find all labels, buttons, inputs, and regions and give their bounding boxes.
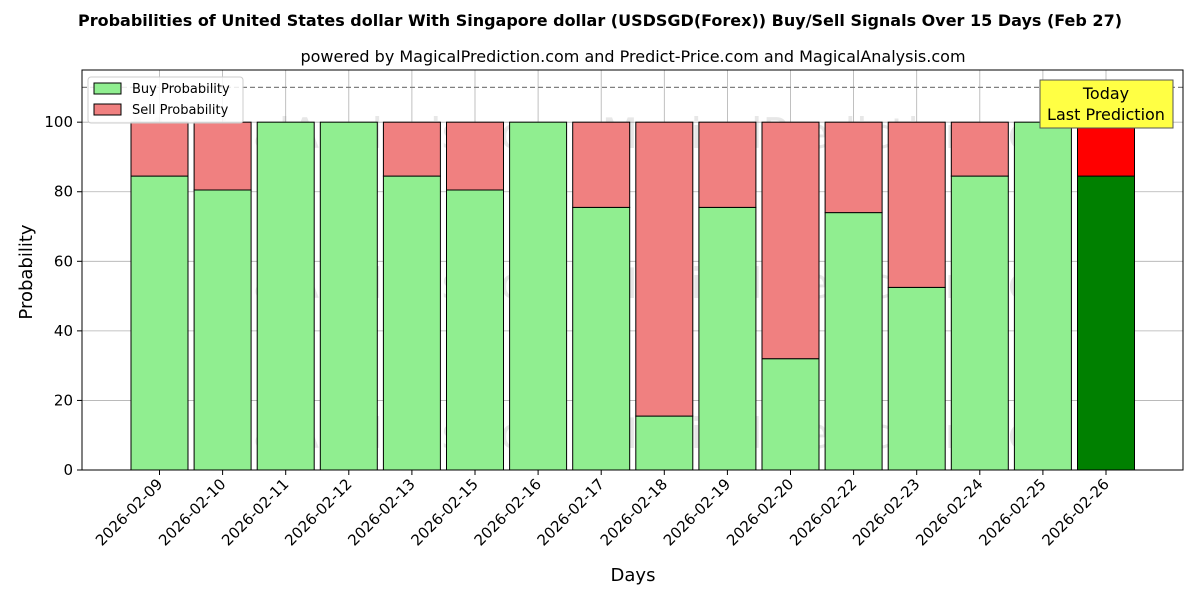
buy-bar xyxy=(319,121,378,471)
x-axis-label: Days xyxy=(611,565,656,586)
plot-layer: MagicalAnalysis.comMagicalPrediction.com… xyxy=(44,69,1184,549)
x-tick-label: 2026-02-11 xyxy=(218,475,292,549)
buy-bar xyxy=(761,358,820,471)
sell-bar xyxy=(130,121,189,177)
chart-title: Probabilities of United States dollar Wi… xyxy=(78,11,1122,30)
x-tick-label: 2026-02-24 xyxy=(912,475,986,549)
y-tick-label: 20 xyxy=(54,391,73,409)
y-tick-label: 0 xyxy=(63,461,73,479)
legend-label: Sell Probability xyxy=(132,103,229,118)
x-tick-label: 2026-02-26 xyxy=(1038,475,1112,549)
y-axis-label: Probability xyxy=(16,224,37,319)
x-tick-label: 2026-02-25 xyxy=(975,475,1049,549)
x-tick-label: 2026-02-19 xyxy=(660,475,734,549)
buy-bar xyxy=(950,175,1009,471)
sell-bar xyxy=(761,121,820,360)
x-tick-label: 2026-02-09 xyxy=(92,475,166,549)
buy-bar xyxy=(824,212,883,471)
annotation: Today Last Prediction xyxy=(1039,79,1174,129)
buy-bar xyxy=(382,175,441,471)
buy-bar xyxy=(509,121,568,471)
buy-bar xyxy=(572,206,631,471)
buy-bar xyxy=(635,415,694,471)
x-tick-label: 2026-02-22 xyxy=(786,475,860,549)
legend-box xyxy=(87,76,244,124)
legend: Buy Probability Sell Probability xyxy=(87,76,244,124)
legend-swatch xyxy=(93,82,122,95)
x-tick-label: 2026-02-16 xyxy=(471,475,545,549)
annotation-box xyxy=(1039,79,1174,129)
buy-bar xyxy=(1013,121,1072,471)
buy-bar xyxy=(887,286,946,471)
annotation-text: Last Prediction xyxy=(1047,105,1165,124)
buy-bar xyxy=(130,175,189,471)
x-tick-label: 2026-02-18 xyxy=(597,475,671,549)
buy-bar xyxy=(193,189,252,471)
buy-bar xyxy=(256,121,315,471)
x-tick-label: 2026-02-17 xyxy=(534,475,608,549)
legend-swatch xyxy=(93,103,122,116)
plot-frame xyxy=(81,69,1184,471)
sell-bar xyxy=(824,121,883,214)
y-tick-label: 100 xyxy=(44,113,73,131)
annotation-text: Today xyxy=(1082,84,1129,103)
x-tick-label: 2026-02-13 xyxy=(344,475,418,549)
sell-bar xyxy=(1077,121,1135,177)
buy-bar xyxy=(1077,175,1135,471)
y-tick-label: 60 xyxy=(54,252,73,270)
sell-bar xyxy=(635,121,694,417)
sell-bar xyxy=(698,121,757,208)
sell-bar xyxy=(887,121,946,288)
legend-label: Buy Probability xyxy=(132,82,230,97)
y-tick-label: 40 xyxy=(54,322,73,340)
x-tick-label: 2026-02-15 xyxy=(407,475,481,549)
sell-bar xyxy=(446,121,504,191)
chart-subtitle: powered by MagicalPrediction.com and Pre… xyxy=(300,47,965,66)
buy-bar xyxy=(698,206,757,471)
buy-bar xyxy=(446,189,504,471)
sell-bar xyxy=(193,121,252,191)
x-tick-label: 2026-02-12 xyxy=(281,475,355,549)
x-tick-label: 2026-02-10 xyxy=(155,475,229,549)
sell-bar xyxy=(572,121,631,208)
sell-bar xyxy=(950,121,1009,177)
sell-bar xyxy=(382,121,441,177)
x-tick-label: 2026-02-20 xyxy=(723,475,797,549)
y-tick-label: 80 xyxy=(54,183,73,201)
x-tick-label: 2026-02-23 xyxy=(849,475,923,549)
